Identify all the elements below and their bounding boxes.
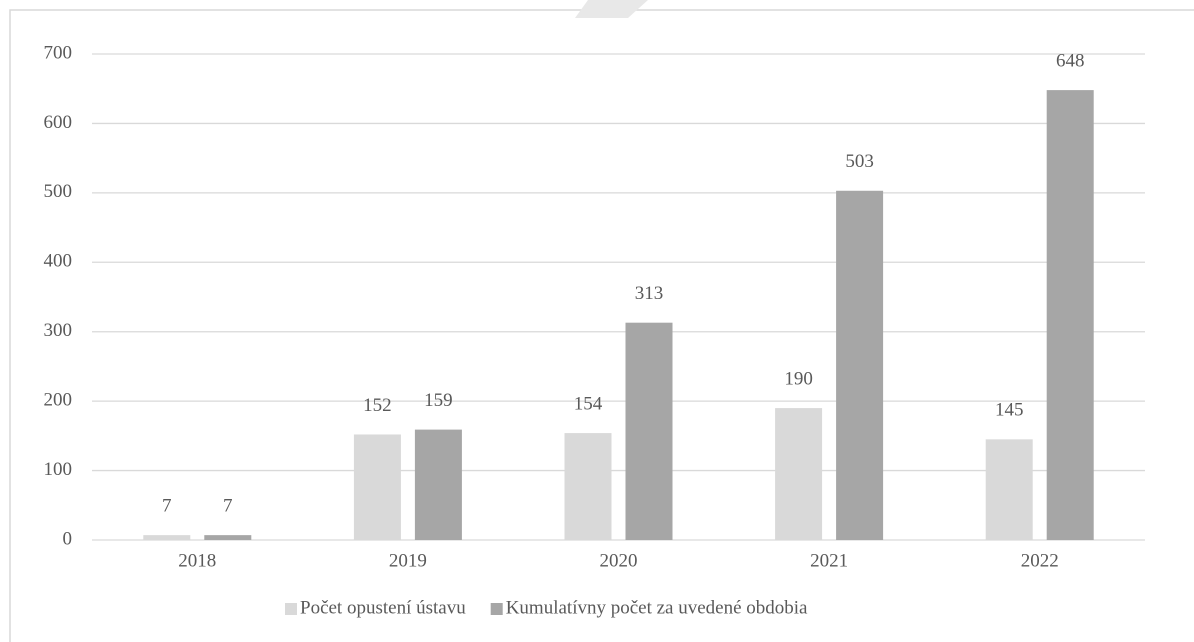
data-label: 648	[1056, 50, 1085, 71]
data-label: 159	[424, 390, 453, 411]
data-label: 145	[995, 400, 1024, 421]
data-label: 503	[845, 151, 874, 172]
legend-label: Počet opustení ústavu	[300, 597, 466, 618]
chart-frame	[9, 9, 1194, 642]
x-tick-label: 2022	[1021, 550, 1059, 571]
bar	[414, 429, 462, 540]
x-tick-label: 2018	[178, 550, 216, 571]
bar	[564, 433, 612, 540]
y-tick-label: 0	[63, 528, 73, 549]
bar	[204, 535, 252, 540]
bar	[353, 434, 401, 540]
y-tick-label: 100	[44, 459, 73, 480]
data-label: 7	[223, 495, 233, 516]
y-tick-label: 700	[44, 42, 73, 63]
data-label: 313	[635, 283, 664, 304]
x-tick-label: 2019	[389, 550, 427, 571]
data-label: 154	[574, 393, 603, 414]
bar	[143, 535, 191, 540]
x-tick-label: 2020	[600, 550, 638, 571]
decoration	[575, 0, 648, 18]
bar	[1046, 90, 1094, 541]
legend-swatch	[490, 603, 503, 615]
y-tick-label: 600	[44, 112, 73, 133]
bar	[775, 408, 823, 540]
bar	[985, 439, 1033, 540]
y-tick-label: 400	[44, 251, 73, 272]
bar	[836, 190, 884, 540]
bar	[625, 322, 673, 540]
y-tick-label: 500	[44, 181, 73, 202]
legend-swatch	[285, 603, 297, 615]
data-label: 152	[363, 395, 392, 416]
data-label: 190	[784, 368, 813, 389]
y-tick-label: 300	[44, 320, 73, 341]
data-label: 7	[162, 495, 172, 516]
legend-label: Kumulatívny počet za uvedené obdobia	[506, 597, 808, 618]
y-tick-label: 200	[44, 390, 73, 411]
x-tick-label: 2021	[810, 550, 848, 571]
